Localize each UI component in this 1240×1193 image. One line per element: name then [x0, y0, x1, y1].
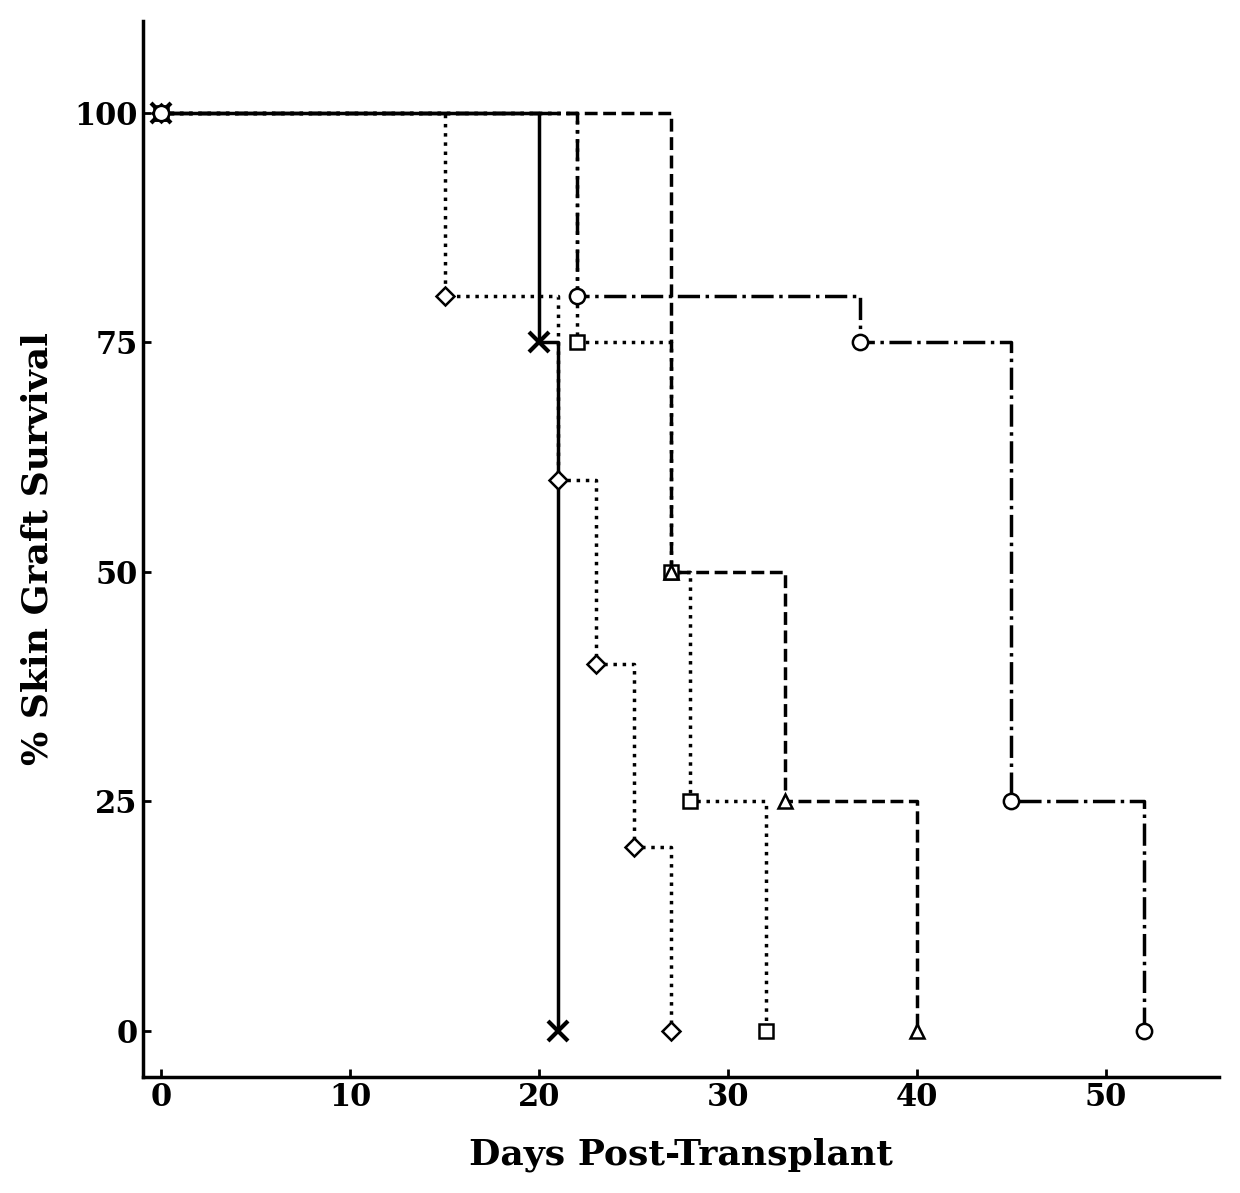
X-axis label: Days Post-Transplant: Days Post-Transplant: [469, 1138, 893, 1173]
Y-axis label: % Skin Graft Survival: % Skin Graft Survival: [21, 333, 55, 765]
